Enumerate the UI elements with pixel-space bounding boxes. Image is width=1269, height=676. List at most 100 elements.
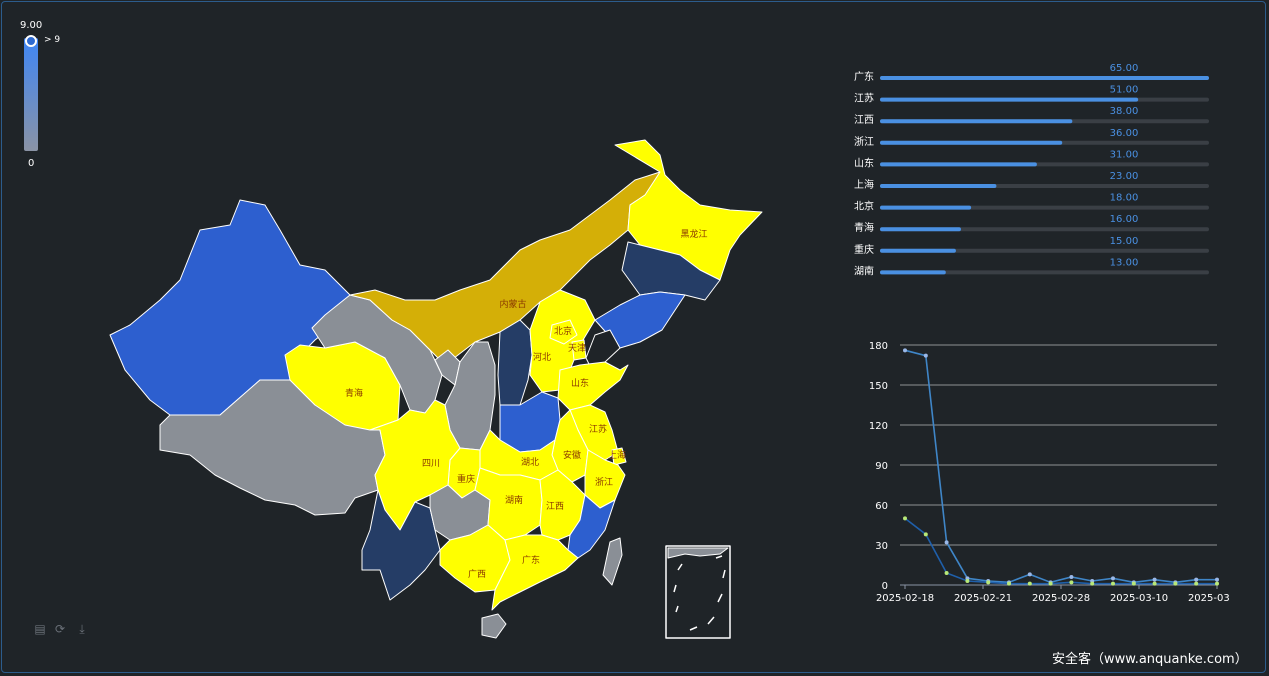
visual-map-legend: 9.00 > 9 0 [20, 18, 80, 178]
series-point[interactable] [1111, 576, 1115, 581]
series-point[interactable] [923, 353, 928, 358]
data-view-icon[interactable]: ▤ [34, 622, 46, 636]
map-region-shanghai[interactable] [611, 447, 627, 466]
rank-bar[interactable] [880, 162, 1037, 167]
map-label-guangxi: 广西 [468, 568, 486, 580]
series-point[interactable] [1215, 581, 1219, 586]
rank-bar[interactable] [880, 227, 961, 232]
y-tick-label: 150 [869, 381, 888, 392]
rank-value-label: 65.00 [1110, 63, 1139, 74]
series-point[interactable] [1194, 581, 1199, 586]
rank-category-label: 山东 [854, 156, 874, 169]
rank-value-label: 23.00 [1110, 171, 1139, 182]
series-point[interactable] [1090, 581, 1095, 586]
series-point[interactable] [1069, 580, 1074, 585]
rank-category-label: 上海 [854, 178, 874, 191]
series-point[interactable] [923, 532, 928, 537]
map-label-chongqing: 重庆 [457, 473, 475, 485]
rank-category-label: 江苏 [854, 92, 874, 105]
rank-value-label: 36.00 [1110, 128, 1139, 139]
rank-bar-track [880, 248, 1209, 253]
rank-category-label: 广东 [854, 70, 874, 83]
series-point[interactable] [1069, 575, 1074, 579]
map-label-shandong: 山东 [571, 377, 589, 389]
rank-category-label: 湖南 [854, 264, 874, 277]
series-point[interactable] [1152, 577, 1157, 582]
visual-map-gradient-bar [24, 38, 38, 151]
rank-category-label: 浙江 [854, 136, 874, 148]
rank-bar[interactable] [880, 76, 1209, 80]
rank-category-label: 青海 [854, 221, 874, 234]
map-region-shandong[interactable] [557, 361, 629, 411]
series-point[interactable] [1048, 581, 1053, 586]
y-tick-label: 30 [875, 541, 888, 552]
map-label-shanghai: 上海 [608, 449, 626, 461]
map-region-jilin[interactable] [621, 241, 721, 301]
map-region-taiwan[interactable] [602, 537, 623, 586]
save-image-icon[interactable]: ⤓ [79, 622, 85, 636]
map-label-beijing: 北京 [554, 325, 572, 337]
map-label-jiangxi: 江西 [546, 501, 564, 512]
map-toolbox: ▤ ⟳ ⤓ [33, 622, 93, 638]
map-region-guangdong[interactable] [491, 534, 579, 611]
rank-bar[interactable] [880, 184, 997, 188]
map-label-anhui: 安徽 [563, 449, 581, 461]
rank-category-label: 重庆 [854, 243, 874, 256]
rank-value-label: 51.00 [1110, 85, 1139, 96]
map-region-beijing[interactable] [549, 319, 578, 345]
rank-category-label: 北京 [854, 200, 874, 213]
x-tick-label: 2025-02-21 [954, 593, 1012, 604]
series-point[interactable] [1215, 577, 1219, 582]
restore-icon[interactable]: ⟳ [54, 622, 66, 636]
x-tick-label: 2025-03-10 [1110, 593, 1168, 604]
china-map: 黑龙江 内蒙古 北京 天津 河北 山东 青海 江苏 安徽 上海 湖北 四川 重庆… [109, 139, 763, 639]
map-region-ningxia[interactable] [434, 349, 461, 386]
series-point[interactable] [1111, 581, 1115, 586]
map-region-liaoning[interactable] [594, 291, 686, 349]
rank-category-label: 江西 [854, 114, 874, 126]
map-label-qinghai: 青海 [345, 387, 363, 399]
series-point[interactable] [1152, 581, 1157, 586]
series-line [904, 517, 1217, 585]
series-point[interactable] [903, 348, 907, 353]
map-region-shanxi[interactable] [497, 319, 533, 406]
visual-map-max-label: 9.00 [20, 20, 43, 31]
series-point[interactable] [944, 571, 949, 575]
series-point[interactable] [1194, 577, 1199, 582]
rank-bar[interactable] [880, 97, 1139, 102]
series-point[interactable] [1131, 581, 1136, 586]
rank-bar[interactable] [880, 248, 956, 253]
series-point[interactable] [986, 580, 991, 585]
visual-map-handle[interactable] [25, 35, 37, 47]
y-tick-label: 60 [875, 501, 888, 512]
series-point[interactable] [903, 516, 907, 521]
rank-bar[interactable] [880, 119, 1073, 124]
south-china-sea-coast [667, 547, 729, 559]
rank-bar[interactable] [880, 205, 972, 210]
series-point[interactable] [1007, 581, 1011, 586]
y-tick-label: 120 [869, 421, 888, 432]
map-label-inner-mongolia: 内蒙古 [499, 298, 526, 310]
series-line [904, 349, 1217, 584]
ranking-bar-chart: 广东 65.00 江苏 51.00 江西 38.00 浙江 36.00 山东 31.00 上海 23.… [854, 63, 1209, 277]
rank-value-label: 18.00 [1110, 193, 1139, 204]
map-region-yunnan[interactable] [361, 489, 441, 601]
map-label-hubei: 湖北 [521, 457, 539, 468]
rank-bar[interactable] [880, 140, 1063, 145]
map-label-sichuan: 四川 [422, 459, 440, 469]
series-point[interactable] [1027, 572, 1032, 577]
series-point[interactable] [1173, 581, 1178, 586]
rank-bar[interactable] [880, 270, 946, 275]
rank-bar-track [880, 270, 1209, 275]
map-label-jiangsu: 江苏 [589, 423, 607, 435]
map-region-heilongjiang[interactable] [614, 139, 763, 281]
y-tick-label: 90 [875, 461, 888, 472]
map-region-hainan[interactable] [481, 613, 507, 639]
series-point[interactable] [944, 540, 949, 545]
series-point[interactable] [1027, 581, 1032, 586]
rank-value-label: 16.00 [1110, 214, 1139, 225]
map-label-heilongjiang: 黑龙江 [680, 228, 707, 240]
rank-value-label: 31.00 [1110, 149, 1139, 160]
series-point[interactable] [965, 579, 970, 583]
map-label-hunan: 湖南 [505, 494, 523, 506]
